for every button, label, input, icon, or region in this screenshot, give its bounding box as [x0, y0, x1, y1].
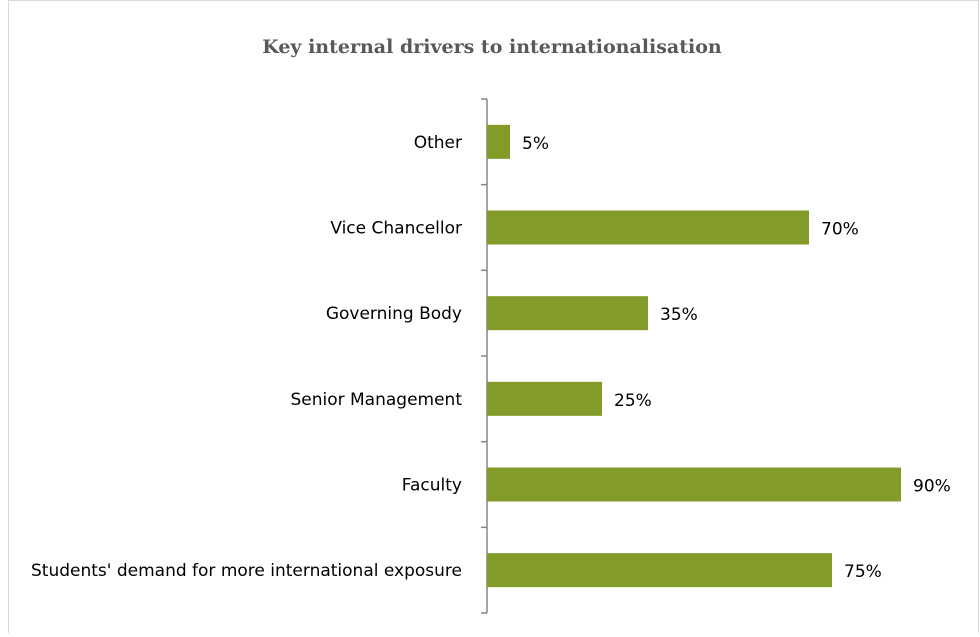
category-label: Students' demand for more international …: [31, 561, 462, 581]
value-label: 70%: [821, 220, 859, 240]
bar: [487, 124, 510, 159]
bar: [487, 467, 901, 502]
value-label: 35%: [660, 305, 698, 325]
value-label: 75%: [844, 562, 882, 582]
chart-title: Key internal drivers to internationalisa…: [262, 36, 722, 58]
category-label: Other: [414, 133, 462, 153]
category-label: Senior Management: [290, 390, 462, 410]
value-label: 5%: [522, 134, 549, 154]
bar: [487, 553, 832, 588]
chart-frame: [8, 0, 979, 637]
bar: [487, 296, 648, 331]
category-label: Vice Chancellor: [330, 219, 462, 239]
bar: [487, 381, 602, 416]
value-label: 25%: [614, 391, 652, 411]
category-label: Faculty: [402, 476, 462, 496]
category-label: Governing Body: [326, 304, 462, 324]
value-label: 90%: [913, 477, 951, 497]
bar: [487, 210, 809, 245]
